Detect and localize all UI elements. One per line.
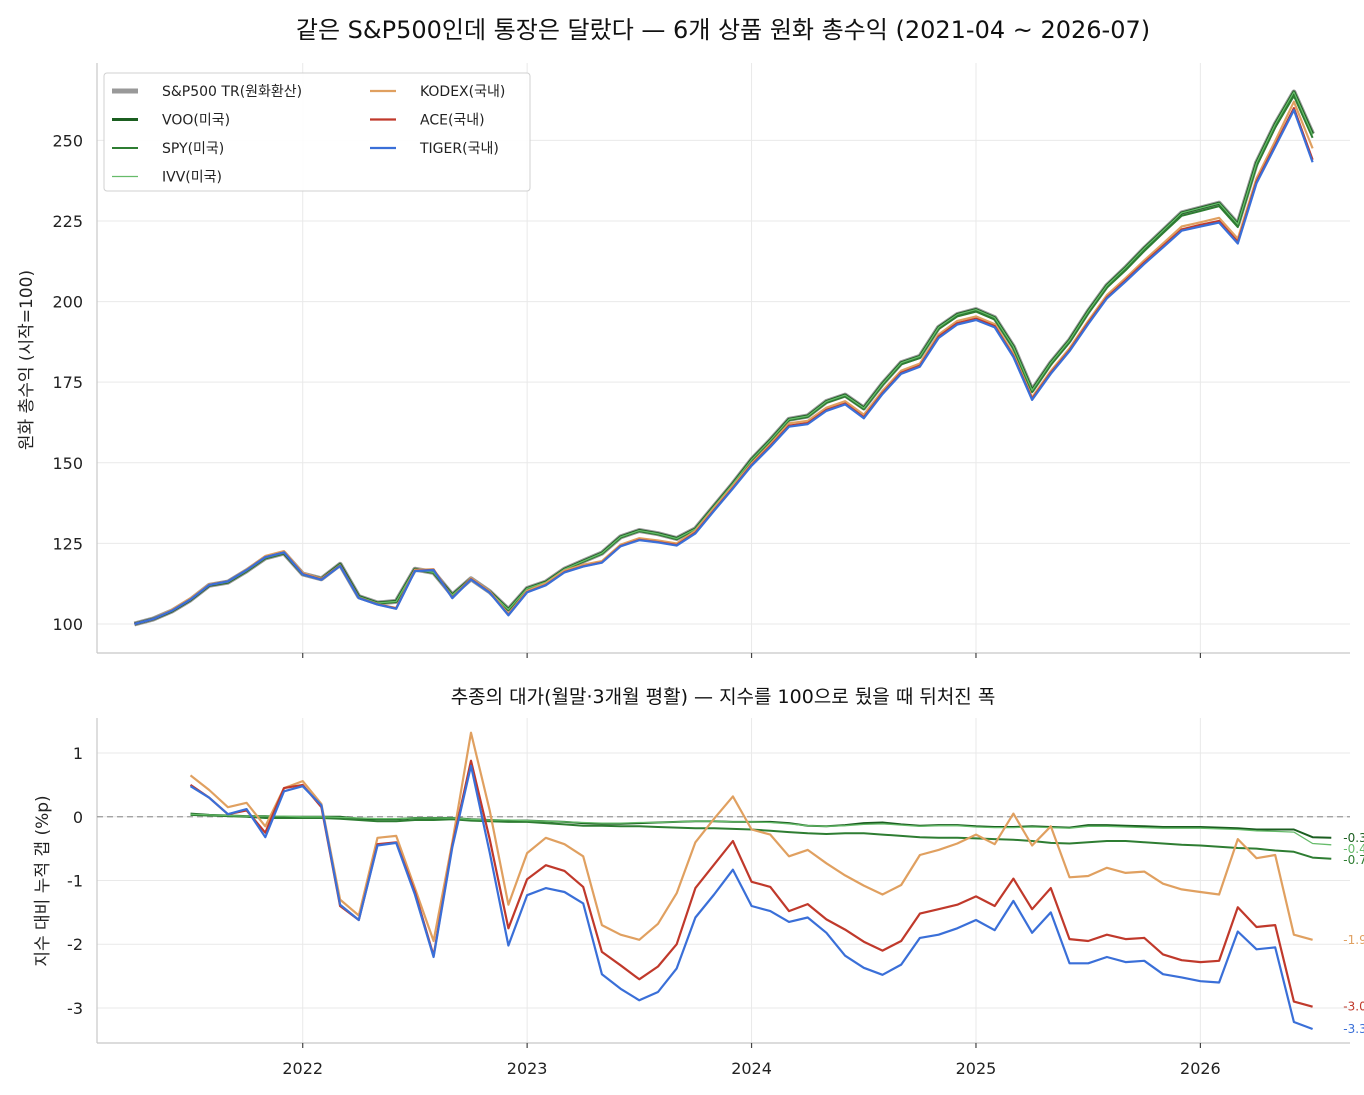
main-ytick-label: 175 [52,373,83,392]
gap-ytick-label: -1 [67,872,83,891]
gap-y-axis-label: 지수 대비 누적 갭 (%p) [33,795,53,966]
gap-series-spy [190,813,1332,860]
end-label-kodex: -1.9 [1343,933,1364,947]
end-label-ace: -3.0 [1343,1000,1364,1014]
gap-chart-title: 추종의 대가(월말·3개월 평활) — 지수를 100으로 뒀을 때 뒤처진 폭 [451,686,996,708]
main-ytick-label: 200 [52,293,83,312]
legend-entry-spy: SPY(미국) [162,141,224,157]
main-ytick-label: 125 [52,534,83,553]
main-ytick-label: 150 [52,454,83,473]
main-y-axis-label: 원화 총수익 (시작=100) [17,270,37,450]
end-label-tiger: -3.3 [1343,1022,1364,1036]
gap-series-tiger [189,764,1313,1031]
main-ytick-label: 100 [52,615,83,634]
gap-xtick-label: 2026 [1180,1059,1221,1078]
main-chart-title: 같은 S&P500인데 통장은 달랐다 — 6개 상품 원화 총수익 (2021… [296,16,1150,44]
legend-entry-ivv: IVV(미국) [162,170,222,186]
gap-ytick-label: -2 [67,935,83,954]
legend-entry-kodex: KODEX(국내) [420,84,505,100]
end-label-voo: -0.3 [1343,831,1364,845]
legend-entry-voo: VOO(미국) [162,113,230,129]
gap-ytick-label: -3 [67,999,83,1018]
legend-entry-s-p500-tr: S&P500 TR(원화환산) [162,84,302,100]
gap-xtick-label: 2024 [731,1059,772,1078]
main-ytick-label: 250 [52,131,83,150]
gap-ytick-label: 0 [73,808,83,827]
gap-series-kodex [189,731,1313,943]
main-ytick-label: 225 [52,212,83,231]
gap-series-ace [189,759,1313,1008]
end-label-ivv: -0.4 [1343,842,1364,856]
legend-entry-tiger: TIGER(국내) [419,141,499,157]
legend-box [103,72,531,192]
gap-xtick-label: 2025 [956,1059,997,1078]
main-series-tiger [134,109,1314,626]
gap-xtick-label: 2023 [507,1059,548,1078]
legend: S&P500 TR(원화환산) VOO(미국) SPY(미국) IVV(미국) KODE… [103,72,531,192]
end-label-spy: -0.7 [1343,853,1364,867]
gap-xtick-label: 2022 [282,1059,323,1078]
gap-plot-area: 1 0 -1 -2 -3 2022 2023 2024 2025 2026 -0.3-0.4-0.7… [67,718,1364,1078]
main-plot-area: 100 125 150 175 200 225 250 [52,63,1350,658]
gap-ytick-label: 1 [73,744,83,763]
legend-entry-ace: ACE(국내) [420,113,485,129]
gap-series-ivv [190,813,1332,846]
